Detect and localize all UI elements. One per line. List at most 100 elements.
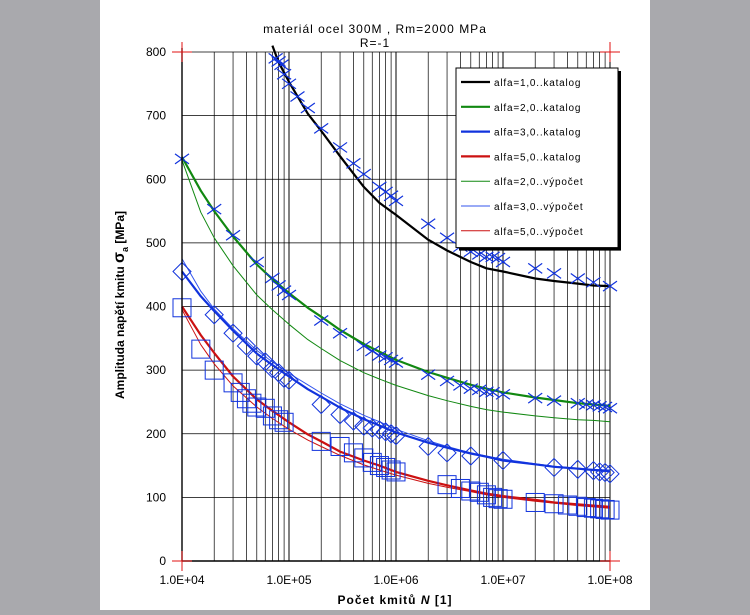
x-marker (597, 401, 613, 413)
square-marker (476, 485, 496, 505)
x-marker (281, 289, 297, 301)
x-marker (453, 379, 468, 391)
y-tick-label: 200 (146, 427, 166, 441)
square-marker (330, 436, 350, 456)
square-marker (223, 373, 243, 393)
red-cross-mark (172, 551, 192, 571)
x-tick-label: 1.0E+07 (480, 573, 525, 587)
x-marker (586, 276, 601, 288)
square-marker (242, 393, 262, 413)
axes: 0 100 200 300 400 500 600 700 800 1.0E+04 1.0E+05 1… (146, 42, 633, 587)
diamond-marker (311, 394, 331, 415)
x-marker (332, 327, 348, 339)
square-marker (343, 443, 363, 463)
square-marker (525, 492, 545, 512)
y-tick-label: 400 (146, 300, 166, 314)
y-tick-label: 300 (146, 363, 166, 377)
square-marker (600, 500, 620, 520)
x-marker (346, 157, 361, 169)
x-marker (495, 388, 511, 400)
legend-box (455, 67, 619, 249)
square-marker (590, 499, 610, 519)
red-cross-mark (600, 42, 620, 62)
y-tick-label: 700 (146, 109, 166, 123)
square-marker (568, 496, 588, 516)
x-marker (268, 52, 283, 64)
diamond-marker (247, 346, 267, 366)
x-marker (249, 256, 265, 268)
legend-label: alfa=3,0..katalog (494, 128, 581, 139)
diamond-marker (381, 424, 401, 444)
square-marker (469, 482, 489, 502)
legend-label: alfa=5,0..výpočet (494, 227, 583, 238)
x-marker (356, 340, 372, 352)
diamond-marker (369, 420, 390, 440)
x-marker (578, 398, 594, 410)
x-marker (313, 122, 329, 134)
square-marker (255, 398, 275, 418)
diamond-marker (418, 436, 438, 457)
y-tick-label: 0 (159, 554, 166, 568)
diamond-marker (461, 446, 481, 466)
y-tick-label: 600 (146, 172, 166, 186)
square-marker (204, 360, 224, 380)
red-cross-mark (172, 42, 192, 62)
x-marker (225, 229, 241, 241)
square-marker (381, 460, 401, 480)
diamond-marker (600, 464, 620, 484)
y-tick-label: 500 (146, 236, 166, 250)
x-marker (300, 102, 316, 114)
x-marker (570, 273, 586, 284)
diamond-marker (279, 370, 299, 391)
diamond-marker (204, 305, 224, 325)
chart-subtitle: R=-1 (360, 36, 390, 50)
x-marker (527, 392, 543, 404)
x-marker (420, 369, 436, 381)
x-marker (388, 357, 404, 368)
square-marker (369, 456, 389, 476)
series-line (271, 45, 611, 288)
x-marker (485, 251, 500, 263)
x-marker (274, 59, 289, 71)
square-marker (230, 382, 250, 402)
x-axis-label-prefix: Počet kmitů (337, 593, 420, 607)
square-marker (483, 487, 503, 507)
square-marker (583, 498, 603, 518)
diamond-marker (595, 462, 615, 483)
square-marker (386, 462, 406, 482)
x-tick-label: 1.0E+08 (587, 573, 632, 587)
red-cross-mark (600, 551, 620, 571)
x-marker (313, 315, 329, 326)
diamond-marker (354, 416, 374, 436)
x-marker (281, 78, 297, 90)
series-line (181, 156, 611, 407)
square-marker (488, 489, 508, 509)
y-tick-label: 100 (146, 490, 166, 504)
sn-curve-chart: 0 100 200 300 400 500 600 700 800 1.0E+04 1.0E+05 1… (100, 0, 650, 610)
square-marker (311, 431, 331, 451)
diamond-marker (362, 418, 382, 438)
diamond-marker (223, 323, 243, 343)
square-marker (376, 457, 396, 477)
diamond-marker (493, 450, 513, 471)
x-marker (592, 400, 607, 412)
square-marker (269, 410, 289, 430)
x-marker (383, 190, 399, 202)
square-marker (362, 452, 382, 472)
x-marker (276, 68, 292, 80)
diamond-marker (330, 404, 350, 425)
y-axis-label-sigma: σ (111, 252, 128, 263)
y-axis-label-subscript: a (120, 246, 130, 252)
square-marker (461, 481, 481, 501)
square-marker (544, 494, 564, 514)
diamond-marker (386, 425, 406, 446)
x-marker (332, 141, 348, 153)
square-marker (354, 448, 374, 468)
x-marker (495, 256, 511, 268)
y-axis-label-prefix: Amplituda napětí kmitu (113, 263, 127, 399)
square-marker (274, 412, 294, 432)
diamond-marker (583, 460, 604, 481)
diamond-marker (274, 368, 294, 389)
data-markers (172, 52, 620, 520)
legend-label: alfa=1,0..katalog (494, 78, 581, 89)
